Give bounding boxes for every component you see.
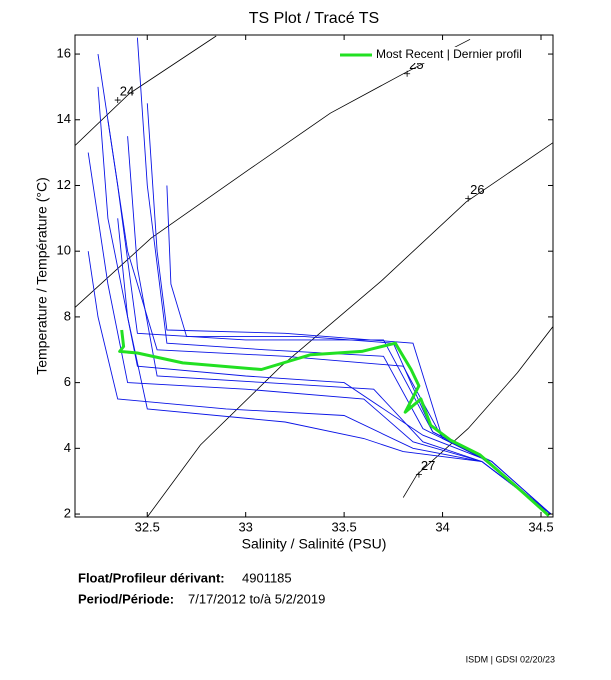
contour-label: 26: [470, 182, 484, 197]
profile-line: [127, 136, 552, 515]
contour-marker: [404, 70, 411, 77]
x-axis-label: Salinity / Salinité (PSU): [242, 536, 387, 552]
period-label: Period/Période:: [78, 591, 174, 606]
legend-box: [336, 47, 548, 63]
float-label: Float/Profileur dérivant:: [78, 570, 225, 585]
y-tick-label: 14: [57, 111, 71, 126]
profile-line: [97, 86, 552, 515]
profile-line: [87, 251, 552, 515]
plot-frame: [74, 34, 554, 518]
y-tick-label: 2: [64, 505, 71, 520]
y-tick-label: 12: [57, 177, 71, 192]
x-tick-label: 32.5: [135, 519, 160, 534]
density-contour: [402, 326, 553, 498]
x-tick-label: 33: [238, 519, 252, 534]
period: 7/17/2012 to/à 5/2/2019: [188, 591, 325, 606]
y-tick-label: 6: [64, 374, 71, 389]
y-tick-label: 4: [64, 440, 71, 455]
contour-marker: [114, 97, 121, 104]
contour-label: 27: [421, 458, 435, 473]
density-contour: [75, 35, 217, 147]
y-tick-label: 8: [64, 308, 71, 323]
chart-title: TS Plot / Tracé TS: [249, 10, 379, 27]
density-contour: [75, 38, 471, 308]
density-contour: [146, 142, 553, 517]
y-axis-label: Temperature / Température (°C): [34, 177, 50, 375]
x-tick-label: 33.5: [331, 519, 356, 534]
legend-label: Most Recent | Dernier profil: [376, 47, 522, 61]
footer: ISDM | GDSI 02/20/23: [466, 654, 555, 664]
contour-label: 24: [120, 83, 134, 98]
contour-marker: [465, 195, 472, 202]
x-tick-label: 34.5: [528, 519, 553, 534]
contour-marker: [415, 471, 422, 478]
profile-line: [87, 152, 552, 515]
y-tick-label: 16: [57, 45, 71, 60]
y-tick-label: 10: [57, 243, 71, 258]
float-id: 4901185: [242, 570, 292, 585]
series-line: [118, 329, 550, 517]
x-tick-label: 34: [435, 519, 449, 534]
